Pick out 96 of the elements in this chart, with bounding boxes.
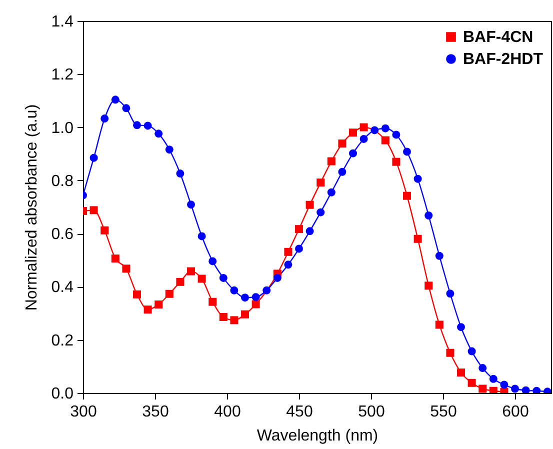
- point: [273, 274, 282, 282]
- point: [392, 158, 400, 166]
- point: [435, 320, 444, 329]
- point: [295, 225, 303, 234]
- y-tick-label: 1.2: [51, 66, 74, 84]
- point: [187, 267, 195, 276]
- point: [198, 274, 206, 283]
- point: [241, 310, 249, 318]
- point: [392, 130, 400, 139]
- point: [230, 286, 238, 294]
- point: [403, 192, 411, 200]
- point: [295, 244, 303, 253]
- point: [154, 130, 163, 138]
- point: [360, 134, 368, 143]
- point: [241, 294, 249, 302]
- point: [403, 148, 411, 156]
- y-tick-label: 0.4: [51, 279, 74, 296]
- point: [522, 386, 530, 393]
- point: [327, 157, 336, 166]
- point: [111, 96, 120, 104]
- point: [532, 386, 541, 393]
- point: [500, 380, 508, 389]
- x-tick-label: 350: [142, 404, 169, 420]
- point: [219, 313, 228, 322]
- point: [446, 290, 454, 298]
- point: [144, 122, 152, 130]
- x-tick-label: 500: [358, 404, 385, 420]
- legend-label: BAF-2HDT: [463, 51, 544, 68]
- point: [360, 123, 368, 132]
- point: [100, 226, 109, 234]
- point: [230, 316, 238, 324]
- point: [252, 293, 260, 302]
- point: [349, 149, 357, 158]
- point: [198, 232, 206, 240]
- point: [306, 200, 314, 209]
- point: [327, 188, 336, 196]
- point: [187, 200, 195, 209]
- x-tick-label: 450: [286, 404, 313, 420]
- point: [468, 347, 476, 356]
- point: [316, 208, 325, 216]
- point: [478, 384, 487, 393]
- x-tick-label: 400: [214, 404, 241, 420]
- point: [489, 386, 498, 393]
- point: [435, 252, 444, 260]
- y-tick-label: 0.0: [51, 386, 74, 402]
- x-tick-label: 550: [430, 404, 457, 420]
- point: [176, 278, 184, 286]
- y-tick-label: 1.0: [51, 120, 74, 137]
- point: [208, 298, 217, 306]
- point: [154, 300, 163, 309]
- point: [284, 248, 292, 256]
- point: [284, 260, 292, 269]
- y-axis-title: Normalized absorbance (a.u): [23, 104, 40, 311]
- point: [219, 274, 228, 282]
- point: [338, 139, 346, 148]
- point: [90, 154, 98, 162]
- point: [424, 212, 433, 220]
- point: [349, 128, 357, 137]
- point: [262, 286, 271, 294]
- point: [208, 257, 217, 266]
- point: [457, 323, 465, 332]
- point: [511, 384, 519, 393]
- point: [90, 206, 98, 214]
- point: [165, 290, 174, 298]
- point: [111, 254, 120, 263]
- point: [252, 300, 260, 308]
- y-tick-label: 0.8: [51, 172, 74, 190]
- point: [414, 174, 422, 183]
- point: [176, 170, 184, 178]
- point: [133, 290, 141, 298]
- y-tick-label: 1.4: [51, 14, 74, 30]
- point: [468, 378, 476, 387]
- point: [306, 227, 314, 236]
- point: [478, 364, 487, 372]
- point: [370, 126, 379, 134]
- point: [338, 168, 346, 176]
- point: [424, 282, 433, 290]
- point: [381, 136, 390, 144]
- x-axis-title: Wavelength (nm): [256, 428, 378, 444]
- y-tick-label: 0.6: [51, 226, 74, 244]
- point: [122, 104, 130, 112]
- y-tick-label: 0.2: [51, 332, 74, 350]
- x-tick-label: 600: [502, 404, 529, 420]
- point: [489, 374, 498, 383]
- point: [414, 234, 422, 243]
- point: [100, 114, 109, 123]
- point: [446, 348, 454, 357]
- point: [381, 124, 390, 132]
- point: [122, 264, 130, 273]
- point: [133, 121, 141, 130]
- point: [165, 146, 174, 154]
- x-tick-label: 300: [70, 404, 97, 420]
- point: [316, 178, 325, 187]
- point: [457, 368, 465, 377]
- legend-label: BAF-4CN: [463, 29, 534, 46]
- point: [144, 306, 152, 314]
